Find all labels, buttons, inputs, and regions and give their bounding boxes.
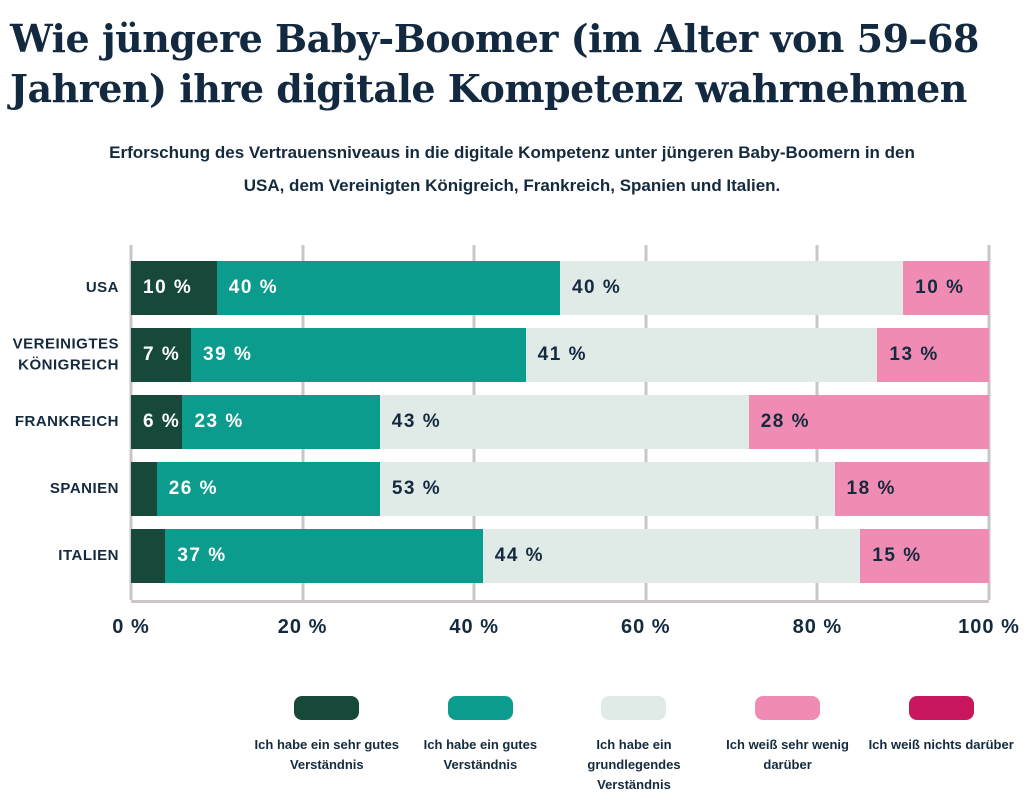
gridline bbox=[987, 244, 991, 600]
bar-segment: 23 % bbox=[182, 394, 380, 449]
bar-row: ITALIEN 37 % 44 % 15 % bbox=[58, 528, 989, 583]
bar-segment bbox=[131, 461, 157, 516]
segment-value-label: 26 % bbox=[168, 477, 219, 499]
stacked-bar-chart: USA 10 % 40 % 40 % 10 % VEREINIGTES KÖNIGREIC… bbox=[13, 244, 1019, 649]
x-tick-label: 100 % bbox=[958, 615, 1020, 638]
x-axis: 0 % 20 % 40 % 60 % 80 % 100 % bbox=[112, 603, 1019, 649]
segment-value-label: 7 % bbox=[143, 343, 181, 365]
x-tick-label: 0 % bbox=[112, 615, 150, 638]
plot-area: USA 10 % 40 % 40 % 10 % VEREINIGTES KÖNIGREIC… bbox=[13, 244, 991, 603]
category-label: USA bbox=[85, 278, 119, 296]
bar-segment: 10 % bbox=[903, 260, 989, 315]
segment-value-label: 18 % bbox=[846, 477, 896, 499]
bar-row: SPANIEN 26 % 53 % 18 % bbox=[50, 461, 989, 516]
segment-value-label: 23 % bbox=[194, 410, 244, 432]
x-tick-label: 20 % bbox=[277, 615, 328, 638]
bar-segment: 41 % bbox=[525, 327, 878, 382]
x-tick-label: 60 % bbox=[621, 615, 671, 638]
segment-value-label: 40 % bbox=[571, 276, 622, 298]
legend-item: Ich weiß sehr wenig darüber bbox=[711, 695, 865, 795]
bar-segment: 13 % bbox=[877, 327, 989, 382]
bar-segment: 18 % bbox=[834, 461, 989, 516]
legend-label: Ich habe ein sehr gutes Verständnis bbox=[254, 736, 400, 772]
bar-segment: 37 % bbox=[165, 528, 483, 583]
bar-segment: 43 % bbox=[379, 394, 749, 449]
stacked-bar: 6 % 23 % 43 % 28 % bbox=[131, 394, 989, 449]
segment-value-label: 6 % bbox=[143, 410, 181, 432]
chart-legend: Ich habe ein sehr gutes Verständnis Ich h… bbox=[250, 695, 1018, 795]
segment-value-label: 10 % bbox=[915, 276, 965, 298]
legend-label: Ich habe ein grundlegendes Verständnis bbox=[587, 736, 681, 792]
legend-swatch bbox=[755, 695, 821, 720]
stacked-bar: 7 % 39 % 41 % 13 % bbox=[131, 327, 989, 382]
segment-value-label: 13 % bbox=[889, 343, 939, 365]
legend-item: Ich habe ein grundlegendes Verständnis bbox=[557, 695, 711, 795]
segment-value-label: 10 % bbox=[143, 276, 193, 298]
x-tick-label: 80 % bbox=[792, 615, 843, 638]
bar-segment: 39 % bbox=[191, 327, 526, 382]
bar-segment: 15 % bbox=[860, 528, 989, 583]
x-tick-label: 40 % bbox=[449, 615, 499, 638]
bar-segment: 44 % bbox=[482, 528, 861, 583]
segment-value-label: 28 % bbox=[760, 410, 811, 432]
bar-segment: 6 % bbox=[131, 394, 183, 449]
chart-subtitle: Erforschung des Vertrauensniveaus in die… bbox=[109, 143, 915, 196]
category-label: SPANIEN bbox=[49, 479, 119, 497]
segment-value-label: 40 % bbox=[228, 276, 279, 298]
legend-swatch bbox=[908, 695, 974, 720]
legend-item: Ich weiß nichts darüber bbox=[864, 695, 1018, 795]
legend-swatch bbox=[447, 695, 513, 720]
legend-label: Ich weiß sehr wenig darüber bbox=[726, 736, 849, 772]
page-title: Wie jüngere Baby-Boomer (im Alter von 59… bbox=[10, 16, 979, 112]
bar-segment: 53 % bbox=[379, 461, 835, 516]
segment-value-label: 37 % bbox=[177, 544, 227, 566]
bar-segment bbox=[131, 528, 166, 583]
segment-value-label: 44 % bbox=[494, 544, 545, 566]
legend-label: Ich weiß nichts darüber bbox=[868, 736, 1014, 752]
stacked-bar: 26 % 53 % 18 % bbox=[131, 461, 989, 516]
legend-item: Ich habe ein gutes Verständnis bbox=[404, 695, 558, 795]
segment-value-label: 43 % bbox=[391, 410, 442, 432]
category-label: FRANKREICH bbox=[14, 412, 119, 430]
segment-value-label: 53 % bbox=[391, 477, 442, 499]
bar-segment: 26 % bbox=[156, 461, 380, 516]
infographic-page: Wie jüngere Baby-Boomer (im Alter von 59… bbox=[0, 14, 1024, 797]
legend-item: Ich habe ein sehr gutes Verständnis bbox=[250, 695, 404, 795]
segment-value-label: 15 % bbox=[872, 544, 922, 566]
bar-segment: 40 % bbox=[559, 260, 904, 315]
bar-row: VEREINIGTES KÖNIGREICH 7 % 39 % 41 % 13 % bbox=[13, 327, 989, 382]
bar-segment: 10 % bbox=[131, 260, 217, 315]
category-label: ITALIEN bbox=[58, 546, 119, 564]
segment-value-label: 39 % bbox=[203, 343, 253, 365]
category-label: VEREINIGTES KÖNIGREICH bbox=[12, 334, 119, 374]
bar-segment: 28 % bbox=[748, 394, 989, 449]
stacked-bar: 37 % 44 % 15 % bbox=[131, 528, 989, 583]
bar-segment: 40 % bbox=[216, 260, 560, 315]
legend-label: Ich habe ein gutes Verständnis bbox=[423, 736, 538, 772]
legend-swatch bbox=[601, 695, 667, 720]
legend-swatch bbox=[294, 695, 360, 720]
stacked-bar: 10 % 40 % 40 % 10 % bbox=[131, 260, 989, 315]
bar-segment: 7 % bbox=[131, 327, 192, 382]
bar-row: FRANKREICH 6 % 23 % 43 % 28 % bbox=[15, 394, 989, 449]
segment-value-label: 41 % bbox=[537, 343, 587, 365]
bar-rows: USA 10 % 40 % 40 % 10 % VEREINIGTES KÖNIGREIC… bbox=[13, 245, 989, 600]
bar-row: USA 10 % 40 % 40 % 10 % bbox=[86, 260, 989, 315]
